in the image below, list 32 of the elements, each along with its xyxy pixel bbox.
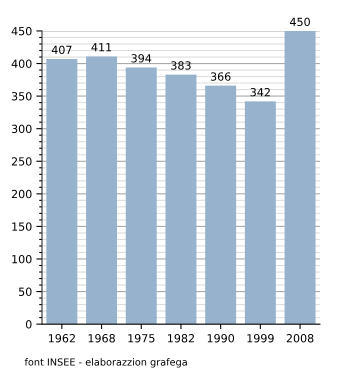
y-tick-label: 350 (12, 92, 32, 100)
data-label: 411 (91, 43, 112, 52)
data-label: 366 (210, 72, 231, 81)
x-tick-label: 1982 (168, 334, 194, 342)
y-tick-label: 300 (12, 124, 32, 134)
bar (244, 101, 276, 324)
y-tick-label: 400 (12, 60, 32, 68)
y-tick-label: 0 (26, 320, 32, 329)
y-tick-label: 250 (12, 157, 32, 166)
y-tick-label: 450 (12, 26, 32, 36)
x-tick-label: 2008 (286, 334, 314, 342)
bar (284, 30, 316, 324)
data-label: 383 (171, 61, 191, 70)
x-tick-label: 1968 (88, 334, 115, 342)
y-tick-label: 100 (12, 254, 32, 264)
bar (165, 74, 196, 324)
x-tick-label: 1962 (48, 334, 75, 342)
data-label: 450 (290, 18, 310, 26)
data-label: 342 (250, 88, 270, 96)
y-tick-label: 200 (12, 190, 32, 198)
text: font INSEE - elaborazzion grafega (24, 358, 187, 368)
y-tick-label: 50 (18, 288, 32, 296)
data-label: 394 (131, 54, 152, 63)
x-tick-label: 1999 (247, 334, 274, 342)
y-tick-label: 150 (12, 222, 32, 231)
x-tick-label: 1975 (128, 334, 154, 342)
bar (126, 67, 157, 324)
bar (205, 86, 236, 324)
x-tick-label: 1990 (208, 334, 234, 342)
bar (86, 56, 118, 324)
bar (46, 58, 78, 324)
data-label: 407 (52, 46, 72, 54)
